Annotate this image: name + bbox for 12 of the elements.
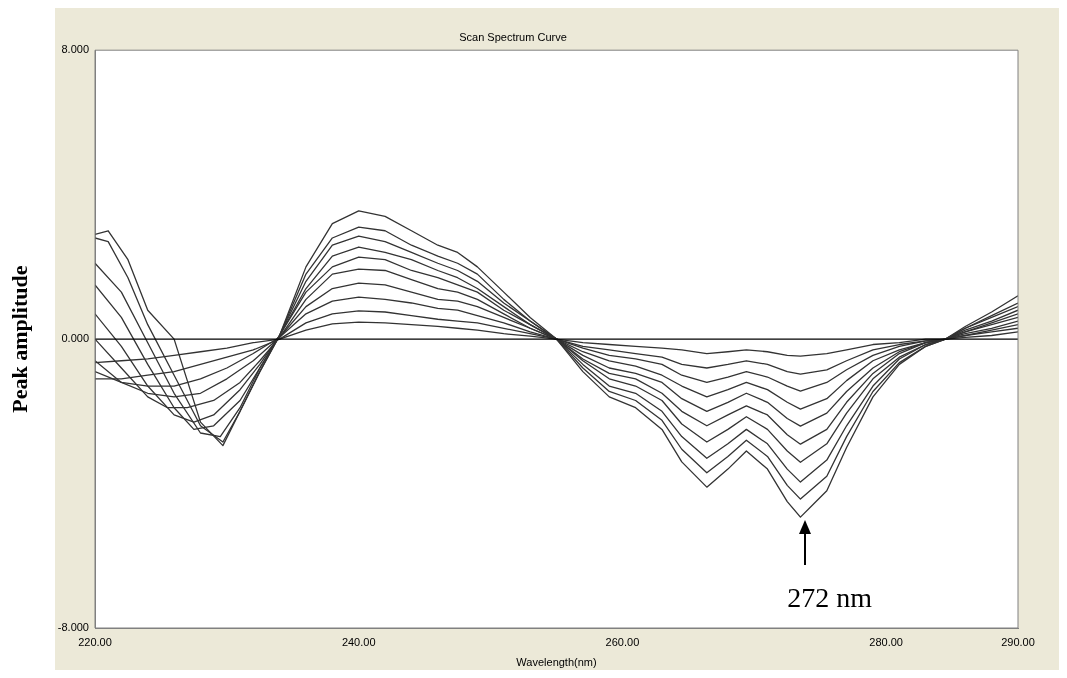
- x-tick-label: 240.00: [341, 635, 376, 648]
- annotation: 272 nm: [787, 582, 873, 614]
- x-tick-label: 260.00: [605, 635, 640, 648]
- x-tick-label: 220.00: [78, 635, 112, 648]
- y-tick-label: -8.000: [57, 621, 89, 634]
- y-tick-label: 8.000: [61, 43, 89, 56]
- chart-title: Scan Spectrum Curve: [459, 30, 567, 43]
- x-tick-label: 280.00: [869, 635, 903, 648]
- x-tick-label: 290.00: [1001, 635, 1035, 648]
- y-tick-label: 0.000: [61, 332, 89, 345]
- y-axis-title: Peak amplitude: [6, 265, 32, 413]
- x-axis-title: Wavelength(nm): [516, 656, 597, 669]
